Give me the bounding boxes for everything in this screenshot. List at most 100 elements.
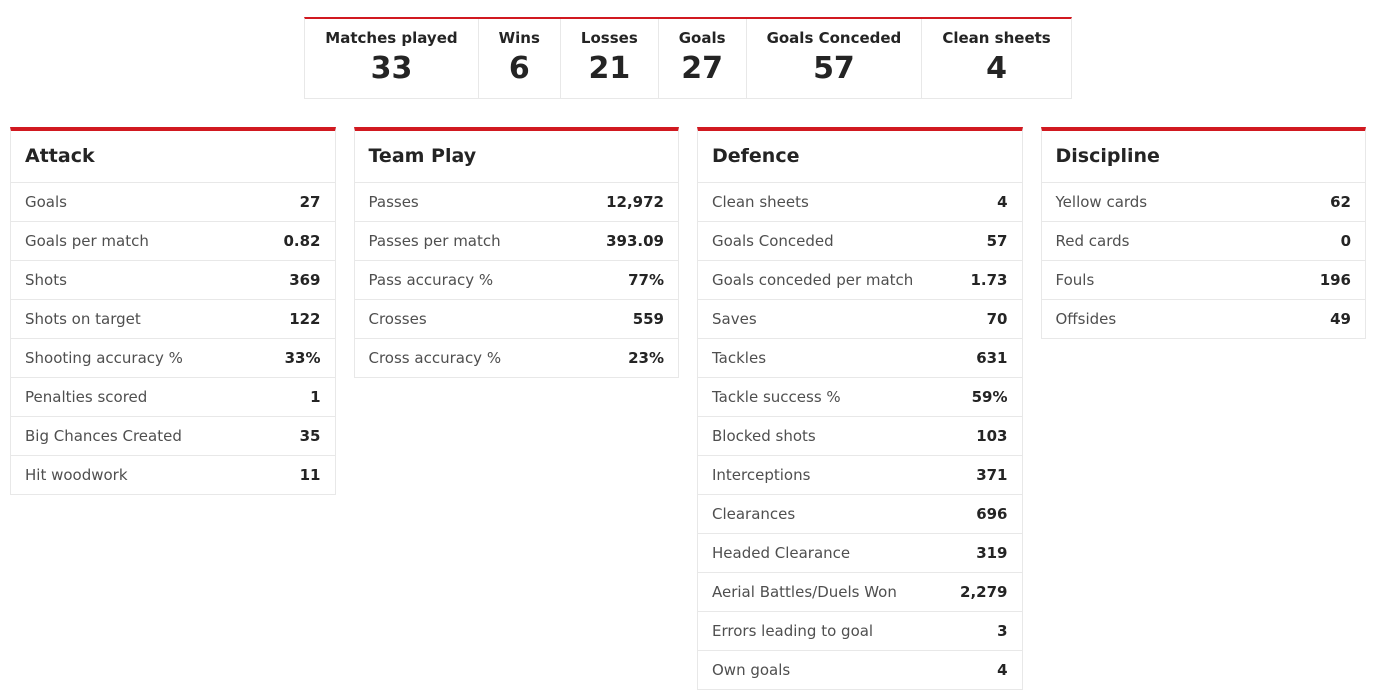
stat-label: Red cards xyxy=(1055,232,1130,250)
stat-row: Shots on target 122 xyxy=(11,299,335,338)
stat-row: Errors leading to goal 3 xyxy=(698,611,1022,650)
summary-label: Losses xyxy=(580,29,638,47)
stat-label: Own goals xyxy=(712,661,791,679)
summary-label: Wins xyxy=(498,29,540,47)
stat-value: 369 xyxy=(289,271,321,289)
stat-row: Pass accuracy % 77% xyxy=(354,260,678,299)
stat-label: Penalties scored xyxy=(25,388,148,406)
stat-value: 59% xyxy=(971,388,1008,406)
stat-row: Offsides 49 xyxy=(1041,299,1365,338)
card-title: Discipline xyxy=(1055,145,1160,167)
stat-value: 1 xyxy=(310,388,321,406)
summary-value: 4 xyxy=(986,51,1007,86)
stat-label: Blocked shots xyxy=(712,427,816,445)
stat-value: 393.09 xyxy=(606,232,664,250)
stat-label: Goals conceded per match xyxy=(712,271,914,289)
stat-label: Shots xyxy=(25,271,67,289)
summary-label: Goals Conceded xyxy=(766,29,902,47)
card-title: Defence xyxy=(712,145,800,167)
stat-label: Clean sheets xyxy=(712,193,809,211)
stats-card-defence: Defence Clean sheets 4 Goals Conceded 57… xyxy=(697,127,1023,690)
stat-row: Goals Conceded 57 xyxy=(698,221,1022,260)
season-summary-wrap: Matches played 33 Wins 6 Losses 21 Goals… xyxy=(0,0,1376,99)
stat-row: Hit woodwork 11 xyxy=(11,455,335,494)
card-title: Team Play xyxy=(368,145,477,167)
stat-value: 49 xyxy=(1330,310,1351,328)
stat-label: Interceptions xyxy=(712,466,811,484)
stat-label: Clearances xyxy=(712,505,796,523)
stat-row: Passes per match 393.09 xyxy=(354,221,678,260)
stat-label: Offsides xyxy=(1055,310,1117,328)
stat-label: Goals Conceded xyxy=(712,232,834,250)
stat-value: 2,279 xyxy=(960,583,1008,601)
stat-value: 696 xyxy=(976,505,1008,523)
stat-value: 77% xyxy=(628,271,664,289)
summary-label: Clean sheets xyxy=(942,29,1051,47)
stat-row: Crosses 559 xyxy=(354,299,678,338)
stat-label: Aerial Battles/Duels Won xyxy=(712,583,897,601)
summary-value: 33 xyxy=(370,51,413,86)
stat-label: Shooting accuracy % xyxy=(25,349,183,367)
stat-value: 4 xyxy=(997,193,1008,211)
stat-row: Own goals 4 xyxy=(698,650,1022,689)
stat-row: Yellow cards 62 xyxy=(1041,182,1365,221)
stat-value: 4 xyxy=(997,661,1008,679)
stat-value: 319 xyxy=(976,544,1008,562)
stat-row: Shots 369 xyxy=(11,260,335,299)
summary-cell-losses: Losses 21 xyxy=(559,19,658,98)
stats-card-discipline: Discipline Yellow cards 62 Red cards 0 F… xyxy=(1040,127,1366,339)
stat-value: 371 xyxy=(976,466,1008,484)
stat-value: 12,972 xyxy=(606,193,664,211)
stat-label: Goals xyxy=(25,193,67,211)
stat-row: Aerial Battles/Duels Won 2,279 xyxy=(698,572,1022,611)
stat-row: Fouls 196 xyxy=(1041,260,1365,299)
summary-cell-goals: Goals 27 xyxy=(657,19,746,98)
stat-value: 23% xyxy=(628,349,664,367)
stat-label: Yellow cards xyxy=(1055,193,1148,211)
stat-value: 631 xyxy=(976,349,1008,367)
stat-label: Passes xyxy=(368,193,419,211)
stat-row: Passes 12,972 xyxy=(354,182,678,221)
summary-value: 57 xyxy=(813,51,855,86)
stat-label: Headed Clearance xyxy=(712,544,851,562)
stat-value: 0 xyxy=(1340,232,1351,250)
stat-value: 103 xyxy=(976,427,1008,445)
stat-row: Tackles 631 xyxy=(698,338,1022,377)
stats-card-team-play: Team Play Passes 12,972 Passes per match… xyxy=(353,127,679,378)
stat-row: Goals conceded per match 1.73 xyxy=(698,260,1022,299)
summary-value: 6 xyxy=(508,51,530,86)
summary-cell-wins: Wins 6 xyxy=(477,19,560,98)
stat-value: 57 xyxy=(986,232,1008,250)
stat-label: Pass accuracy % xyxy=(368,271,494,289)
stat-label: Big Chances Created xyxy=(25,427,182,445)
stat-label: Shots on target xyxy=(25,310,141,328)
summary-label: Goals xyxy=(678,29,726,47)
stat-value: 0.82 xyxy=(283,232,321,250)
stat-label: Passes per match xyxy=(368,232,501,250)
stat-value: 11 xyxy=(299,466,321,484)
summary-cell-goals-conceded: Goals Conceded 57 xyxy=(745,19,922,98)
stat-label: Saves xyxy=(712,310,757,328)
stat-row: Red cards 0 xyxy=(1041,221,1365,260)
stat-value: 70 xyxy=(986,310,1008,328)
stat-row: Clean sheets 4 xyxy=(698,182,1022,221)
stat-row: Headed Clearance 319 xyxy=(698,533,1022,572)
summary-value: 27 xyxy=(681,51,724,86)
stat-label: Tackles xyxy=(712,349,767,367)
stat-value: 196 xyxy=(1319,271,1351,289)
stat-row: Shooting accuracy % 33% xyxy=(11,338,335,377)
stat-label: Crosses xyxy=(368,310,427,328)
stat-row: Cross accuracy % 23% xyxy=(354,338,678,377)
stat-row: Penalties scored 1 xyxy=(11,377,335,416)
stat-value: 3 xyxy=(997,622,1008,640)
stat-value: 62 xyxy=(1330,193,1351,211)
stat-value: 35 xyxy=(299,427,321,445)
summary-cell-clean-sheets: Clean sheets 4 xyxy=(921,19,1070,98)
season-summary-bar: Matches played 33 Wins 6 Losses 21 Goals… xyxy=(304,17,1072,99)
stat-label: Fouls xyxy=(1055,271,1095,289)
stats-card-attack: Attack Goals 27 Goals per match 0.82 Sho… xyxy=(10,127,336,495)
card-title: Attack xyxy=(25,145,95,167)
stat-value: 122 xyxy=(289,310,321,328)
summary-value: 21 xyxy=(588,51,631,86)
stat-label: Goals per match xyxy=(25,232,149,250)
